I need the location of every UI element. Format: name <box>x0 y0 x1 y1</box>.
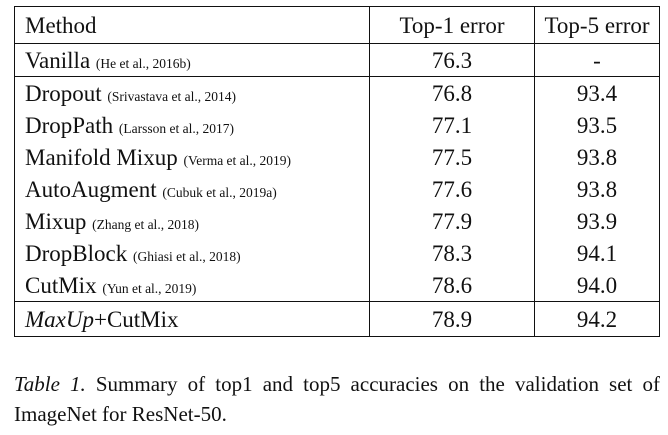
table-row: DropBlock (Ghiasi et al., 2018) 78.3 94.… <box>14 237 660 269</box>
top1-cell: 78.3 <box>369 237 535 269</box>
caption-label: Table 1. <box>14 372 86 396</box>
method-cell: Mixup (Zhang et al., 2018) <box>14 205 370 237</box>
method-name-rest: +CutMix <box>93 306 179 332</box>
top5-cell: 94.1 <box>534 237 660 269</box>
method-name: Dropout <box>25 80 102 106</box>
table-row-vanilla: Vanilla (He et al., 2016b) 76.3 - <box>14 43 660 77</box>
method-name: Manifold Mixup <box>25 144 178 170</box>
method-cell: Vanilla (He et al., 2016b) <box>14 43 370 77</box>
table-row: Manifold Mixup (Verma et al., 2019) 77.5… <box>14 141 660 173</box>
table-row: CutMix (Yun et al., 2019) 78.6 94.0 <box>14 269 660 302</box>
results-table: Method Top-1 error Top-5 error Vanilla (… <box>14 6 660 337</box>
citation: (Ghiasi et al., 2018) <box>132 248 241 264</box>
header-top5-error: Top-5 error <box>534 6 660 44</box>
method-name: DropBlock <box>25 240 128 266</box>
top5-cell: 93.9 <box>534 205 660 237</box>
table-row: Dropout (Srivastava et al., 2014) 76.8 9… <box>14 76 660 109</box>
method-name: AutoAugment <box>25 176 157 202</box>
citation: (Zhang et al., 2018) <box>92 216 199 232</box>
table-caption: Table 1. Summary of top1 and top5 accura… <box>14 369 660 429</box>
method-cell: Dropout (Srivastava et al., 2014) <box>14 76 370 109</box>
top1-cell-best: 78.9 <box>369 301 535 337</box>
method-name: DropPath <box>25 112 114 138</box>
citation: (He et al., 2016b) <box>95 55 191 71</box>
top5-cell: 93.8 <box>534 173 660 205</box>
method-cell: DropPath (Larsson et al., 2017) <box>14 109 370 141</box>
table-row: Mixup (Zhang et al., 2018) 77.9 93.9 <box>14 205 660 237</box>
table-row-maxup-cutmix: MaxUp+CutMix 78.9 94.2 <box>14 301 660 337</box>
top5-cell: 93.8 <box>534 141 660 173</box>
citation: (Yun et al., 2019) <box>102 280 197 296</box>
top5-cell: 93.5 <box>534 109 660 141</box>
top5-cell: - <box>534 43 660 77</box>
method-name-italic: MaxUp <box>25 306 94 332</box>
method-cell: CutMix (Yun et al., 2019) <box>14 269 370 302</box>
top1-cell: 77.9 <box>369 205 535 237</box>
method-name: Vanilla <box>25 47 91 73</box>
header-method: Method <box>14 6 370 44</box>
method-cell: Manifold Mixup (Verma et al., 2019) <box>14 141 370 173</box>
top5-cell: 93.4 <box>534 76 660 109</box>
top1-cell: 78.6 <box>369 269 535 302</box>
top1-cell: 77.5 <box>369 141 535 173</box>
method-cell: AutoAugment (Cubuk et al., 2019a) <box>14 173 370 205</box>
citation: (Cubuk et al., 2019a) <box>162 184 277 200</box>
method-cell: DropBlock (Ghiasi et al., 2018) <box>14 237 370 269</box>
method-cell: MaxUp+CutMix <box>14 301 370 337</box>
method-name: CutMix <box>25 272 97 298</box>
table-row: AutoAugment (Cubuk et al., 2019a) 77.6 9… <box>14 173 660 205</box>
top1-cell: 77.6 <box>369 173 535 205</box>
top1-cell: 76.3 <box>369 43 535 77</box>
top1-cell: 77.1 <box>369 109 535 141</box>
method-name: Mixup <box>25 208 87 234</box>
top5-cell: 94.0 <box>534 269 660 302</box>
citation: (Srivastava et al., 2014) <box>107 88 237 104</box>
top5-cell-best: 94.2 <box>534 301 660 337</box>
citation: (Larsson et al., 2017) <box>118 120 235 136</box>
table-header-row: Method Top-1 error Top-5 error <box>14 6 660 44</box>
caption-text: Summary of top1 and top5 accuracies on t… <box>14 372 660 426</box>
table-row: DropPath (Larsson et al., 2017) 77.1 93.… <box>14 109 660 141</box>
top1-cell: 76.8 <box>369 76 535 109</box>
header-top1-error: Top-1 error <box>369 6 535 44</box>
citation: (Verma et al., 2019) <box>183 152 292 168</box>
